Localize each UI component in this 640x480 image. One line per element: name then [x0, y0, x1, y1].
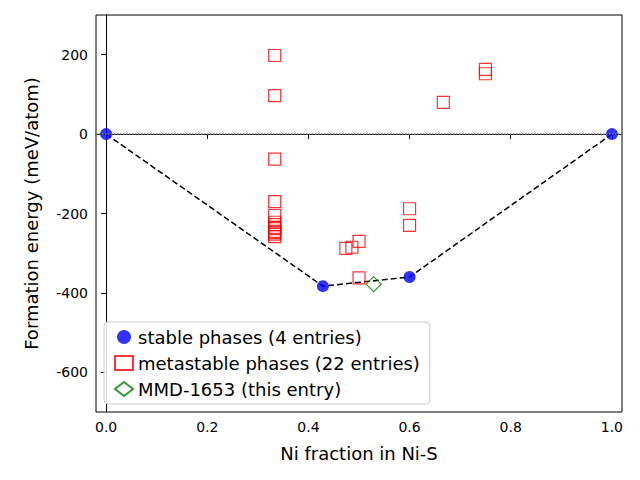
svg-text:200: 200: [61, 47, 88, 63]
svg-text:0.6: 0.6: [398, 419, 420, 435]
svg-text:stable phases (4 entries): stable phases (4 entries): [138, 327, 362, 348]
svg-text:-400: -400: [56, 285, 88, 301]
svg-text:Ni fraction in Ni-S: Ni fraction in Ni-S: [280, 443, 438, 464]
svg-text:0: 0: [79, 126, 88, 142]
svg-text:MMD-1653 (this entry): MMD-1653 (this entry): [138, 379, 341, 400]
svg-text:0.2: 0.2: [196, 419, 218, 435]
svg-text:1.0: 1.0: [601, 419, 623, 435]
svg-text:-200: -200: [56, 206, 88, 222]
svg-text:0.8: 0.8: [500, 419, 522, 435]
svg-text:metastable phases (22 entries): metastable phases (22 entries): [138, 353, 420, 374]
svg-text:-600: -600: [56, 364, 88, 380]
svg-text:0.4: 0.4: [297, 419, 319, 435]
svg-text:0.0: 0.0: [95, 419, 117, 435]
svg-text:Formation energy (meV/atom): Formation energy (meV/atom): [21, 77, 42, 350]
